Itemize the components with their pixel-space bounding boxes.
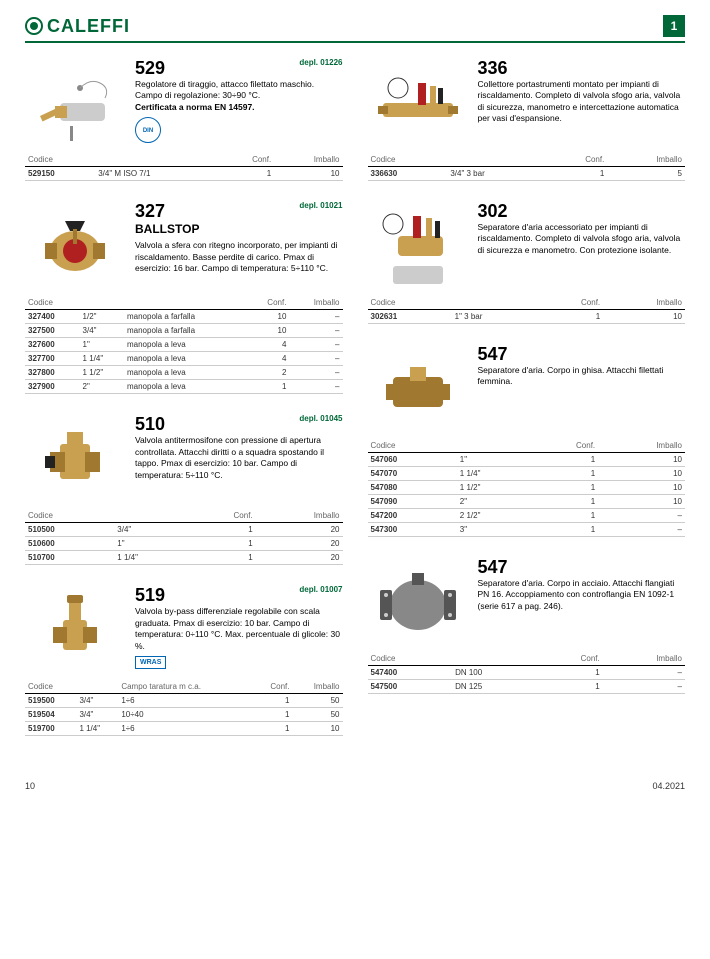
product-desc: Valvola antitermosifone con pressione di… [135,435,343,481]
brand-name: CALEFFI [47,16,130,37]
product-desc: Valvola a sfera con ritegno incorporato,… [135,240,343,274]
doc-date: 04.2021 [652,781,685,791]
product-table: CodiceConf.Imballo 3274001/2"manopola a … [25,296,343,394]
depl-ref: depl. 01007 [299,585,342,594]
product-desc: Separatore d'aria. Corpo in ghisa. Attac… [478,365,686,388]
depl-ref: depl. 01021 [299,201,342,210]
product-302: 302 Separatore d'aria accessoriato per i… [368,201,686,324]
din-badge: DIN [135,117,161,143]
product-table: CodiceConf.Imballo 3026311" 3 bar110 [368,296,686,324]
product-image [25,58,125,143]
product-table: CodiceConf.Imballo 5291503/4" M ISO 7/11… [25,153,343,181]
left-column: depl. 01226 529 Regolatore di tiraggio, … [25,58,343,756]
depl-ref: depl. 01226 [299,58,342,67]
logo-icon [25,17,43,35]
product-547b: 547 Separatore d'aria. Corpo in acciaio.… [368,557,686,694]
page-number: 10 [25,781,35,791]
product-547a: 547 Separatore d'aria. Corpo in ghisa. A… [368,344,686,537]
section-badge: 1 [663,15,685,37]
product-table: CodiceConf.Imballo 5105003/4"1205106001"… [25,509,343,565]
product-image [368,557,468,642]
product-code: 547 [478,344,686,365]
product-image [368,344,468,429]
page-header: CALEFFI 1 [25,15,685,43]
product-image [25,585,125,670]
product-image [368,201,468,286]
product-code: 547 [478,557,686,578]
product-image [25,201,125,286]
product-code: 302 [478,201,686,222]
product-desc: Separatore d'aria. Corpo in acciaio. Att… [478,578,686,612]
product-519: depl. 01007 519 Valvola by-pass differen… [25,585,343,736]
product-336: 336 Collettore portastrumenti montato pe… [368,58,686,181]
product-table: CodiceCampo taratura m c.a.Conf.Imballo … [25,680,343,736]
product-name: BALLSTOP [135,222,343,236]
brand-logo: CALEFFI [25,16,130,37]
main-columns: depl. 01226 529 Regolatore di tiraggio, … [25,58,685,756]
product-desc: Valvola by-pass differenziale regolabile… [135,606,343,652]
depl-ref: depl. 01045 [299,414,342,423]
product-image [25,414,125,499]
product-table: CodiceConf.Imballo 3366303/4" 3 bar15 [368,153,686,181]
product-table: CodiceConf.Imballo 547400DN 1001–547500D… [368,652,686,694]
product-code: 336 [478,58,686,79]
product-table: CodiceConf.Imballo 5470601"1105470701 1/… [368,439,686,537]
product-image [368,58,468,143]
product-desc: Regolatore di tiraggio, attacco filettat… [135,79,343,113]
product-529: depl. 01226 529 Regolatore di tiraggio, … [25,58,343,181]
right-column: 336 Collettore portastrumenti montato pe… [368,58,686,756]
product-510: depl. 01045 510 Valvola antitermosifone … [25,414,343,565]
product-327: depl. 01021 327 BALLSTOP Valvola a sfera… [25,201,343,394]
product-desc: Separatore d'aria accessoriato per impia… [478,222,686,256]
wras-badge: WRAS [135,656,166,669]
product-desc: Collettore portastrumenti montato per im… [478,79,686,125]
page-footer: 10 04.2021 [25,781,685,791]
